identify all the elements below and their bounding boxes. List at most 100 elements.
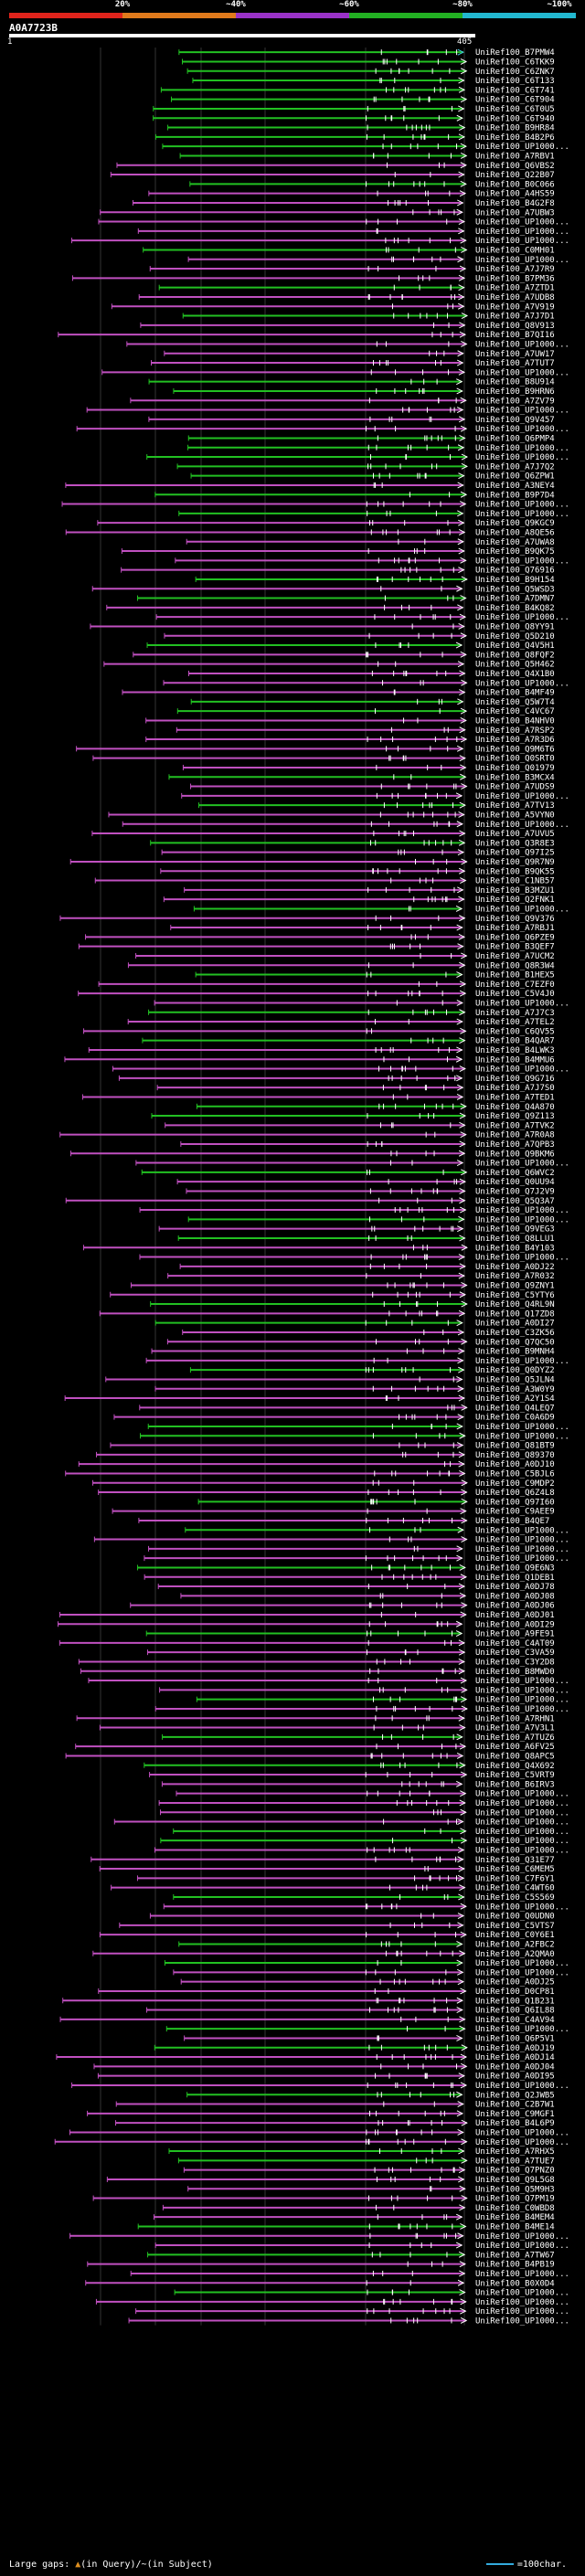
hit-label[interactable]: UniRef100_UP1000...	[475, 679, 569, 688]
hit-label[interactable]: UniRef100_B4MEM4	[475, 2213, 555, 2222]
hit-row[interactable]: UniRef100_A7UDS9	[190, 783, 555, 792]
hit-row[interactable]: UniRef100_UP1000...	[135, 1160, 569, 1169]
hit-label[interactable]: UniRef100_UP1000...	[475, 2128, 569, 2137]
hit-label[interactable]: UniRef100_Q6VBS2	[475, 162, 555, 171]
hit-row[interactable]: UniRef100_B3MZU1	[184, 886, 555, 896]
hit-row[interactable]: UniRef100_C3VA59	[146, 1648, 555, 1658]
hit-row[interactable]: UniRef100_C6TKK9	[182, 58, 555, 67]
hit-label[interactable]: UniRef100_B9HRN6	[475, 387, 555, 397]
hit-row[interactable]: UniRef100_Q4V5H1	[146, 641, 555, 651]
hit-label[interactable]: UniRef100_Q0SRT0	[475, 755, 555, 764]
hit-row[interactable]: UniRef100_A7J7R9	[149, 265, 555, 274]
hit-label[interactable]: UniRef100_UP1000...	[475, 1536, 569, 1545]
hit-row[interactable]: UniRef100_A7ZV79	[130, 397, 555, 406]
hit-row[interactable]: UniRef100_UP1000...	[162, 143, 569, 152]
hit-row[interactable]: UniRef100_Q6VBS2	[116, 162, 555, 171]
hit-row[interactable]: UniRef100_UP1000...	[98, 218, 569, 228]
hit-row[interactable]: UniRef100_C5VTS7	[119, 1922, 555, 1931]
hit-row[interactable]: UniRef100_Q6ZPW1	[190, 472, 555, 482]
hit-label[interactable]: UniRef100_B1HEX5	[475, 971, 555, 981]
hit-row[interactable]: UniRef100_C6QV55	[83, 1027, 555, 1036]
hit-label[interactable]: UniRef100_B9MNH4	[475, 1348, 555, 1357]
hit-row[interactable]: UniRef100_C0A6D9	[113, 1414, 555, 1423]
hit-row[interactable]: UniRef100_B0X0D4	[85, 2279, 555, 2288]
hit-label[interactable]: UniRef100_B9H154	[475, 576, 555, 585]
hit-row[interactable]: UniRef100_B4KQ82	[106, 604, 555, 613]
hit-row[interactable]: UniRef100_C6T741	[160, 86, 555, 95]
hit-row[interactable]: UniRef100_C6T904	[171, 96, 555, 105]
hit-label[interactable]: UniRef100_A7J7Q2	[475, 462, 555, 472]
hit-label[interactable]: UniRef100_Q9BKM6	[475, 1150, 555, 1159]
hit-label[interactable]: UniRef100_Q5M9H3	[475, 2185, 555, 2194]
hit-row[interactable]: UniRef100_Q5JLN4	[105, 1375, 555, 1384]
hit-row[interactable]: UniRef100_UP1000...	[76, 425, 569, 434]
hit-row[interactable]: UniRef100_A7J7Q2	[176, 462, 555, 472]
hit-label[interactable]: UniRef100_UP1000...	[475, 501, 569, 510]
hit-label[interactable]: UniRef100_A7QPB3	[475, 1140, 555, 1150]
hit-label[interactable]: UniRef100_UP1000...	[475, 1554, 569, 1564]
hit-label[interactable]: UniRef100_UP1000...	[475, 453, 569, 462]
hit-label[interactable]: UniRef100_UP1000...	[475, 2232, 569, 2242]
hit-row[interactable]: UniRef100_Q7QC50	[166, 1338, 555, 1347]
hit-label[interactable]: UniRef100_Q9V376	[475, 915, 555, 924]
hit-label[interactable]: UniRef100_UP1000...	[475, 1357, 569, 1366]
hit-label[interactable]: UniRef100_Q97I60	[475, 1498, 555, 1507]
hit-label[interactable]: UniRef100_C3Y2D8	[475, 1658, 555, 1667]
hit-row[interactable]: UniRef100_C3Y2D8	[78, 1658, 555, 1667]
hit-label[interactable]: UniRef100_C0MH01	[475, 246, 555, 255]
hit-row[interactable]: UniRef100_Q17ZD8	[99, 1309, 555, 1319]
hit-row[interactable]: UniRef100_Q8YY91	[90, 622, 555, 631]
hit-row[interactable]: UniRef100_UP1000...	[54, 2138, 569, 2147]
hit-label[interactable]: UniRef100_A7ZTD1	[475, 284, 555, 293]
hit-label[interactable]: UniRef100_Q4X692	[475, 1762, 555, 1771]
hit-row[interactable]: UniRef100_C4AT09	[58, 1639, 555, 1648]
hit-label[interactable]: UniRef100_C0A6D9	[475, 1414, 555, 1423]
hit-row[interactable]: UniRef100_UP1000...	[86, 407, 569, 416]
hit-label[interactable]: UniRef100_Q8FQF2	[475, 651, 555, 660]
hit-row[interactable]: UniRef100_C2B7W1	[115, 2101, 555, 2110]
hit-label[interactable]: UniRef100_UP1000...	[475, 1432, 569, 1441]
hit-row[interactable]: UniRef100_B3MCX4	[168, 773, 555, 782]
hit-row[interactable]: UniRef100_UP1000...	[193, 905, 569, 914]
hit-row[interactable]: UniRef100_A7R0A8	[59, 1131, 555, 1140]
hit-label[interactable]: UniRef100_C4AV94	[475, 2016, 555, 2025]
hit-label[interactable]: UniRef100_Q0UU94	[475, 1178, 555, 1187]
hit-label[interactable]: UniRef100_B6IRV3	[475, 1780, 555, 1789]
hit-row[interactable]: UniRef100_B7QI16	[58, 331, 555, 340]
hit-label[interactable]: UniRef100_A7J7S0	[475, 1084, 555, 1093]
hit-row[interactable]: UniRef100_UP1000...	[154, 1705, 569, 1714]
hit-label[interactable]: UniRef100_A7RSP2	[475, 726, 555, 736]
hit-row[interactable]: UniRef100_UP1000...	[148, 1545, 569, 1554]
hit-row[interactable]: UniRef100_Q8R3W4	[127, 961, 555, 970]
hit-label[interactable]: UniRef100_B4L6P9	[475, 2119, 555, 2128]
hit-row[interactable]: UniRef100_B4G2F8	[132, 199, 555, 208]
hit-row[interactable]: UniRef100_A0DJ78	[157, 1583, 555, 1592]
hit-row[interactable]: UniRef100_A0DJ25	[180, 1978, 555, 1988]
hit-row[interactable]: UniRef100_C5VRT9	[149, 1771, 555, 1780]
hit-label[interactable]: UniRef100_C6TKK9	[475, 58, 555, 67]
hit-row[interactable]: UniRef100_Q9E6N3	[137, 1564, 555, 1573]
hit-row[interactable]: UniRef100_Q6WVC2	[141, 1169, 555, 1178]
hit-label[interactable]: UniRef100_UP1000...	[475, 2138, 569, 2147]
hit-label[interactable]: UniRef100_UP1000...	[475, 1846, 569, 1855]
hit-row[interactable]: UniRef100_UP1000...	[160, 1837, 569, 1846]
hit-label[interactable]: UniRef100_Q6Z4L8	[475, 1489, 555, 1498]
hit-row[interactable]: UniRef100_A7RHX5	[168, 2147, 555, 2157]
hit-row[interactable]: UniRef100_UP1000...	[173, 1828, 569, 1837]
hit-row[interactable]: UniRef100_Q0UU94	[176, 1178, 555, 1187]
hit-row[interactable]: UniRef100_A0DJ14	[56, 2053, 555, 2062]
hit-label[interactable]: UniRef100_B4MMU6	[475, 1055, 555, 1065]
hit-row[interactable]: UniRef100_B4B2P6	[154, 133, 555, 143]
hit-row[interactable]: UniRef100_Q9VEG3	[158, 1225, 555, 1235]
hit-row[interactable]: UniRef100_A4HS59	[148, 190, 555, 199]
hit-row[interactable]: UniRef100_B9H154	[195, 576, 555, 585]
hit-label[interactable]: UniRef100_A7R032	[475, 1272, 555, 1281]
hit-row[interactable]: UniRef100_Q0UDN0	[149, 1913, 555, 1922]
hit-row[interactable]: UniRef100_UP1000...	[165, 2025, 569, 2034]
hit-row[interactable]: UniRef100_UP1000...	[88, 1677, 569, 1686]
hit-row[interactable]: UniRef100_Q6IL88	[146, 2007, 555, 2016]
hit-row[interactable]: UniRef100_UP1000...	[69, 2128, 569, 2137]
hit-label[interactable]: UniRef100_Q2FNK1	[475, 896, 555, 905]
hit-row[interactable]: UniRef100_C4WT60	[111, 1884, 555, 1893]
hit-label[interactable]: UniRef100_Q5WSD3	[475, 585, 555, 594]
